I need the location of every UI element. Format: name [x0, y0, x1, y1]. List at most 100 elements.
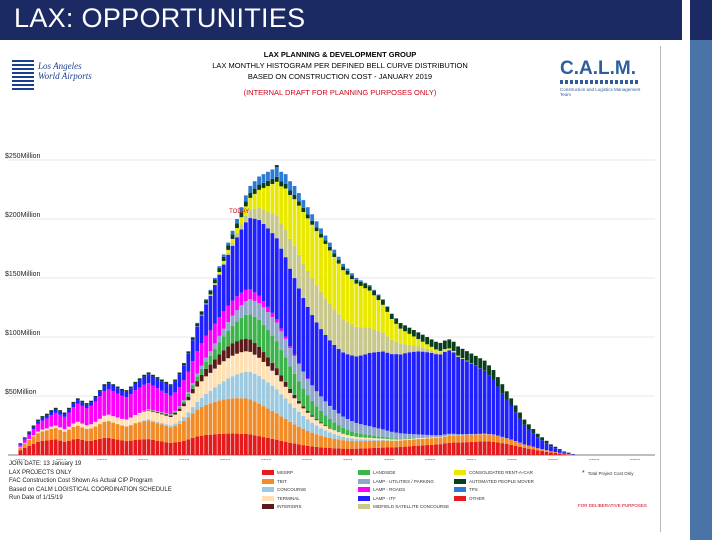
bar-seg-84-8 — [385, 352, 390, 431]
chart-y-ticks: $50Million $100Million $150Million $200Mill… — [5, 153, 41, 396]
bar-seg-13-1 — [71, 426, 76, 440]
bar-seg-66-1 — [305, 430, 310, 446]
x-tick-label-10: 2022 — [384, 458, 395, 460]
bar-seg-28-0 — [137, 439, 142, 455]
bar-seg-35-5 — [168, 414, 173, 416]
bar-seg-21-7 — [106, 389, 111, 415]
bar-seg-61-9 — [283, 229, 288, 258]
bar-seg-92-11 — [420, 334, 425, 342]
bar-seg-74-11 — [341, 266, 346, 271]
bar-seg-27-0 — [133, 439, 138, 455]
bar-seg-70-1 — [323, 436, 328, 448]
bar-seg-57-11 — [266, 180, 270, 187]
bar-seg-65-2 — [301, 415, 306, 429]
bar-seg-51-10 — [239, 217, 244, 225]
bar-seg-29-1 — [142, 421, 147, 440]
bar-cap-peak — [274, 165, 279, 168]
bar-seg-64-1 — [297, 426, 301, 445]
bar-seg-62-4 — [288, 388, 292, 394]
bar-seg-50-3 — [235, 353, 239, 375]
bar-seg-56-3 — [261, 361, 266, 380]
bar-seg-31-7 — [151, 385, 155, 411]
bar-seg-63-4 — [292, 394, 297, 399]
bar-seg-26-3 — [128, 418, 133, 425]
bar-seg-107-1 — [487, 434, 491, 442]
bar-seg-38-3 — [182, 406, 186, 418]
bar-seg-41-1 — [195, 409, 200, 437]
bar-seg-76-6 — [350, 421, 354, 432]
bar-seg-94-1 — [429, 438, 434, 445]
bar-seg-54-12 — [252, 181, 257, 189]
bar-seg-31-1 — [151, 421, 155, 440]
bar-seg-3-7 — [27, 434, 32, 439]
bar-seg-49-3 — [230, 355, 235, 377]
bar-seg-68-12 — [314, 221, 319, 228]
bar-seg-98-6 — [447, 433, 452, 436]
bar-seg-72-0 — [332, 448, 337, 455]
bar-seg-125-0 — [566, 454, 571, 455]
bar-seg-45-10 — [212, 283, 217, 285]
bar-seg-36-1 — [173, 425, 178, 443]
bar-seg-102-1 — [465, 435, 469, 443]
bar-seg-31-8 — [151, 376, 155, 386]
bar-seg-69-4 — [319, 422, 323, 424]
bar-seg-32-11 — [155, 377, 160, 379]
bar-seg-46-4 — [217, 354, 222, 365]
bar-seg-44-8 — [208, 295, 213, 331]
bar-seg-49-2 — [230, 376, 235, 399]
bar-seg-35-2 — [168, 425, 173, 428]
bar-seg-82-12 — [376, 294, 381, 296]
bar-seg-117-0 — [531, 449, 536, 455]
bar-seg-41-5 — [195, 376, 200, 382]
bar-seg-12-7 — [67, 412, 71, 427]
bar-seg-21-1 — [106, 421, 111, 438]
bar-seg-65-10 — [301, 211, 306, 264]
bar-seg-30-8 — [146, 374, 151, 384]
bar-seg-90-10 — [411, 336, 416, 346]
histogram-chart: $50Million $100Million $150Million $200Mill… — [5, 153, 655, 460]
bar-seg-113-11 — [513, 405, 518, 413]
bar-seg-53-10 — [248, 197, 253, 210]
bar-seg-73-5 — [336, 425, 341, 433]
bar-seg-70-10 — [323, 243, 328, 299]
bar-seg-2-7 — [22, 439, 27, 443]
bar-seg-70-0 — [323, 447, 328, 455]
bar-seg-4-3 — [31, 435, 36, 437]
bar-seg-116-8 — [526, 429, 531, 446]
bar-seg-86-10 — [394, 323, 399, 342]
bar-seg-42-8 — [199, 315, 204, 344]
bar-seg-123-8 — [557, 450, 562, 453]
bar-seg-65-0 — [301, 445, 306, 455]
bar-seg-57-2 — [266, 382, 270, 409]
bar-seg-78-10 — [358, 285, 363, 328]
legend-item: INTERIORS — [262, 504, 302, 509]
bar-seg-80-8 — [367, 352, 372, 427]
bar-seg-64-8 — [297, 288, 301, 364]
bar-seg-97-6 — [442, 434, 447, 437]
bar-seg-53-11 — [248, 192, 253, 198]
bar-seg-20-7 — [102, 391, 107, 416]
bar-seg-62-0 — [288, 442, 292, 455]
legend-swatch — [262, 470, 274, 475]
bar-seg-34-2 — [164, 424, 169, 426]
bar-seg-102-11 — [465, 351, 469, 361]
bar-seg-80-11 — [367, 286, 372, 291]
bar-seg-73-0 — [336, 448, 341, 455]
bar-seg-75-0 — [345, 448, 350, 455]
bar-seg-55-4 — [257, 346, 262, 358]
bar-seg-25-11 — [124, 390, 129, 392]
bar-seg-72-3 — [332, 430, 337, 435]
bar-seg-59-5 — [274, 341, 279, 369]
legend-total-label: Total Project Cost Only — [587, 471, 634, 476]
bar-seg-106-1 — [482, 434, 487, 442]
bar-seg-70-8 — [323, 335, 328, 402]
bar-seg-98-9 — [447, 349, 452, 351]
bar-seg-114-11 — [518, 412, 522, 419]
bar-seg-31-2 — [151, 420, 155, 422]
bar-seg-47-5 — [221, 336, 226, 351]
bar-seg-86-1 — [394, 440, 399, 448]
bar-seg-2-1 — [22, 443, 27, 448]
bar-seg-58-7 — [270, 312, 275, 318]
bar-seg-58-1 — [270, 410, 275, 439]
bar-seg-72-11 — [332, 253, 337, 257]
